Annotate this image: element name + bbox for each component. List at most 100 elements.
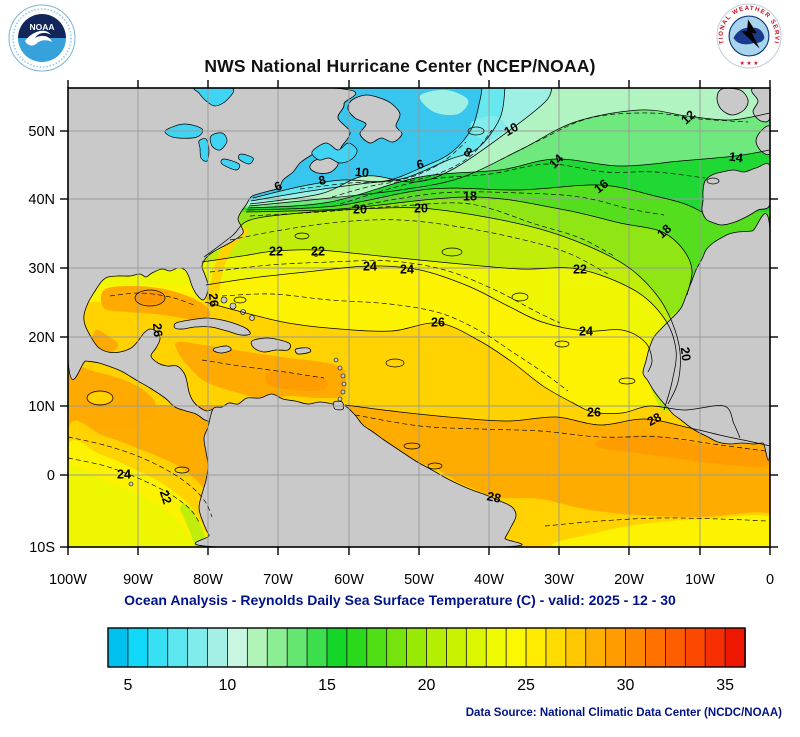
warm-eddy bbox=[135, 291, 165, 305]
lon-tick-label: 20W bbox=[614, 572, 644, 588]
sst-patch bbox=[265, 371, 328, 392]
contour-label: 10 bbox=[354, 165, 369, 180]
colorbar-cell bbox=[465, 627, 488, 668]
isotherm-dashed bbox=[209, 260, 561, 324]
isotherm-line bbox=[344, 404, 770, 447]
island bbox=[337, 396, 343, 402]
sst-patch bbox=[419, 89, 469, 116]
colorbar-cell bbox=[346, 627, 368, 668]
isotherm-dashed bbox=[109, 292, 195, 306]
contour-label: 22 bbox=[573, 263, 587, 277]
colorbar-cell bbox=[485, 627, 507, 668]
island bbox=[229, 302, 237, 310]
colorbar-tick-label: 20 bbox=[418, 677, 436, 694]
colorbar-cell bbox=[605, 627, 627, 668]
landmass bbox=[332, 400, 345, 411]
sst-patch bbox=[594, 434, 770, 467]
closed-contour bbox=[511, 292, 529, 302]
contour-label: 24 bbox=[579, 325, 593, 339]
nws-logo: NATIONAL WEATHER SERVICE ★ ★ ★ bbox=[716, 3, 782, 69]
isotherm-dashed bbox=[544, 517, 767, 527]
colorbar-cell bbox=[167, 627, 189, 668]
lon-tick-label: 0 bbox=[766, 572, 774, 588]
closed-contour bbox=[554, 340, 570, 348]
island bbox=[333, 357, 339, 363]
lon-tick-label: 10W bbox=[685, 572, 715, 588]
colorbar-cell bbox=[207, 627, 229, 668]
sst-patch bbox=[470, 115, 507, 141]
contour-label: 28 bbox=[645, 410, 664, 429]
closed-contour bbox=[427, 462, 443, 470]
closed-contour bbox=[441, 247, 463, 257]
isotherm-line bbox=[204, 301, 741, 439]
isotherm-line bbox=[203, 207, 681, 405]
isotherm-line bbox=[250, 88, 506, 202]
closed-contour bbox=[174, 466, 190, 474]
lat-tick-label: 0 bbox=[47, 468, 55, 484]
noaa-logo: NOAA bbox=[8, 4, 76, 72]
isotherm-line bbox=[252, 88, 483, 199]
colorbar-cell bbox=[246, 627, 269, 668]
noaa-logo-sky bbox=[18, 14, 66, 38]
colorbar-cell bbox=[386, 627, 408, 668]
landmass bbox=[212, 345, 232, 354]
island bbox=[340, 389, 346, 395]
contour-label: 26 bbox=[431, 316, 445, 330]
landmass bbox=[194, 393, 523, 547]
colorbar-cell bbox=[446, 627, 468, 668]
colorbar-cell bbox=[406, 627, 428, 668]
lat-tick-label: 50N bbox=[28, 124, 55, 140]
colorbar-cell bbox=[426, 627, 448, 668]
lake bbox=[311, 142, 358, 164]
lat-tick-label: 40N bbox=[28, 192, 55, 208]
colorbar-cell bbox=[664, 627, 687, 668]
contour-label: 26 bbox=[206, 293, 221, 308]
isotherm-dashed bbox=[339, 163, 706, 205]
nws-logo-stars: ★ ★ ★ bbox=[740, 60, 759, 67]
lon-tick-label: 60W bbox=[334, 572, 364, 588]
colorbar-cell bbox=[645, 627, 667, 668]
colorbar-cell bbox=[625, 627, 647, 668]
contour-label: 28 bbox=[486, 489, 503, 506]
colorbar-cell bbox=[505, 627, 527, 668]
colorbar-tick-label: 5 bbox=[123, 677, 132, 694]
island bbox=[220, 296, 228, 304]
closed-contour bbox=[706, 177, 720, 185]
colorbar-cell bbox=[565, 627, 587, 668]
colorbar-cell bbox=[525, 627, 547, 668]
contour-label: 14 bbox=[728, 150, 744, 166]
contour-label: 18 bbox=[463, 190, 477, 204]
island bbox=[128, 481, 134, 487]
isotherm-line bbox=[201, 249, 677, 411]
contour-label: 20 bbox=[678, 346, 694, 362]
contour-label: 6 bbox=[415, 157, 425, 172]
lake bbox=[198, 138, 210, 162]
sst-patch bbox=[551, 515, 770, 547]
sst-patch bbox=[179, 503, 207, 547]
lon-tick-label: 40W bbox=[474, 572, 504, 588]
lightning-bolt-icon bbox=[741, 19, 760, 49]
isotherm-dashed bbox=[68, 457, 200, 523]
island bbox=[341, 381, 347, 387]
contour-label: 26 bbox=[150, 323, 165, 338]
lake bbox=[193, 88, 235, 107]
isotherm-dashed bbox=[68, 436, 213, 518]
colorbar-cell bbox=[187, 627, 209, 668]
landmass bbox=[701, 163, 770, 226]
lat-tick-label: 20N bbox=[28, 330, 55, 346]
lon-tick-label: 70W bbox=[263, 572, 293, 588]
sst-patch bbox=[68, 465, 201, 547]
contour-label: 22 bbox=[157, 488, 175, 506]
colorbar-cell bbox=[227, 627, 249, 668]
colorbar-cell bbox=[704, 627, 726, 668]
closed-contour bbox=[403, 442, 421, 450]
isotherm-line bbox=[246, 184, 703, 213]
isotherm-dashed bbox=[201, 359, 325, 379]
sst-patch bbox=[205, 227, 249, 305]
sst-patch bbox=[91, 329, 119, 353]
lake bbox=[238, 153, 254, 165]
noaa-logo-text-ring bbox=[12, 8, 72, 68]
colorbar-tick-label: 25 bbox=[517, 677, 535, 694]
